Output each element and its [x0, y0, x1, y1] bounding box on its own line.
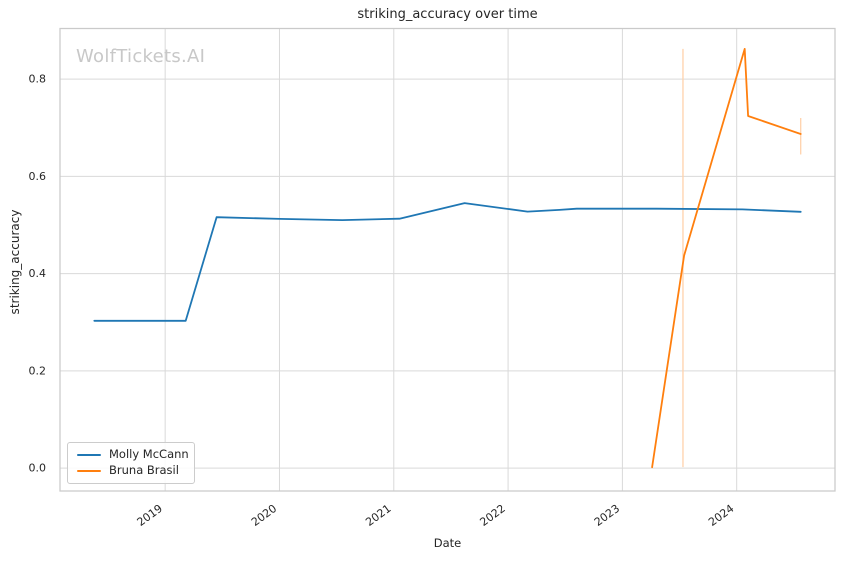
x-tick-label: 2019 [135, 502, 165, 529]
y-tick-label: 0.8 [29, 73, 47, 86]
y-tick-label: 0.0 [29, 462, 47, 475]
x-tick-label: 2023 [592, 502, 622, 529]
legend-item-molly-mccann: Molly McCann [77, 447, 189, 462]
legend-label-molly-mccann: Molly McCann [109, 447, 189, 462]
x-tick-label: 2022 [478, 502, 508, 529]
x-axis-label: Date [433, 536, 462, 550]
plot-border [59, 27, 836, 492]
x-tick-label: 2024 [706, 502, 736, 529]
series-line-molly-mccann [93, 202, 802, 322]
x-tick-label: 2020 [249, 502, 279, 529]
y-axis-label: striking_accuracy [8, 209, 22, 315]
x-tick-label: 2021 [363, 502, 393, 529]
legend-line-swatch-blue [77, 454, 101, 456]
chart-title: striking_accuracy over time [357, 7, 538, 22]
y-tick-label: 0.4 [29, 267, 47, 280]
y-tick-label: 0.6 [29, 170, 47, 183]
y-tick-label: 0.2 [29, 364, 47, 377]
series-line-bruna-brasil [651, 48, 802, 469]
legend-line-swatch-orange [77, 470, 101, 472]
legend-label-bruna-brasil: Bruna Brasil [109, 463, 179, 478]
watermark: WolfTickets.AI [76, 46, 206, 67]
legend: Molly McCann Bruna Brasil [67, 442, 195, 484]
legend-item-bruna-brasil: Bruna Brasil [77, 465, 186, 477]
